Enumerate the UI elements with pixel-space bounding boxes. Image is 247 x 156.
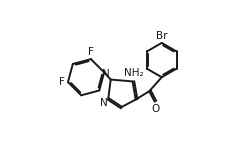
Text: F: F bbox=[88, 47, 94, 57]
Text: N: N bbox=[102, 69, 110, 79]
Text: O: O bbox=[151, 104, 159, 114]
Text: NH₂: NH₂ bbox=[124, 68, 143, 78]
Text: Br: Br bbox=[156, 31, 167, 41]
Text: N: N bbox=[100, 98, 107, 108]
Text: F: F bbox=[59, 77, 65, 87]
